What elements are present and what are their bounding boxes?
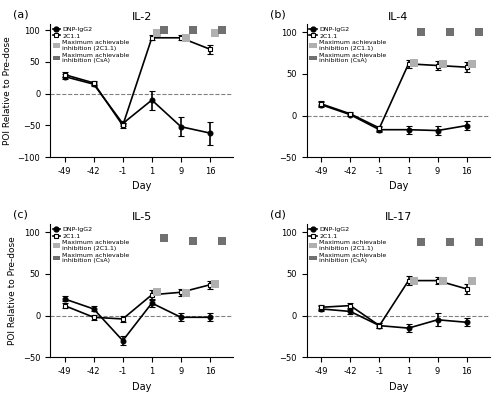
X-axis label: Day: Day: [388, 382, 408, 391]
Legend: DNP-IgG2, 2C1.1, Maximum achievable
inhibition (2C1.1), Maximum achievable
inhib: DNP-IgG2, 2C1.1, Maximum achievable inhi…: [308, 226, 387, 264]
Title: IL-17: IL-17: [384, 212, 412, 222]
Point: [189, 27, 197, 33]
Text: (a): (a): [14, 10, 29, 20]
Point: [439, 61, 447, 67]
Legend: DNP-IgG2, 2C1.1, Maximum achievable
inhibition (2C1.1), Maximum achievable
inhib: DNP-IgG2, 2C1.1, Maximum achievable inhi…: [52, 226, 130, 264]
Point: [182, 35, 190, 41]
X-axis label: Day: Day: [132, 181, 152, 191]
Y-axis label: POI Relative to Pre-dose: POI Relative to Pre-dose: [3, 36, 12, 145]
Point: [468, 278, 476, 284]
Legend: DNP-IgG2, 2C1.1, Maximum achievable
inhibition (2C1.1), Maximum achievable
inhib: DNP-IgG2, 2C1.1, Maximum achievable inhi…: [52, 26, 130, 64]
Point: [475, 29, 483, 35]
Point: [212, 30, 220, 37]
Text: (c): (c): [14, 210, 28, 220]
Point: [218, 27, 226, 33]
Point: [212, 281, 220, 287]
X-axis label: Day: Day: [388, 181, 408, 191]
X-axis label: Day: Day: [132, 382, 152, 391]
Point: [410, 60, 418, 66]
Point: [416, 239, 424, 245]
Point: [475, 239, 483, 245]
Point: [439, 278, 447, 284]
Text: (d): (d): [270, 210, 286, 220]
Text: (b): (b): [270, 10, 286, 20]
Title: IL-2: IL-2: [132, 12, 152, 22]
Y-axis label: POI Relative to Pre-dose: POI Relative to Pre-dose: [8, 236, 17, 345]
Point: [153, 289, 161, 295]
Point: [160, 27, 168, 33]
Point: [218, 237, 226, 244]
Legend: DNP-IgG2, 2C1.1, Maximum achievable
inhibition (2C1.1), Maximum achievable
inhib: DNP-IgG2, 2C1.1, Maximum achievable inhi…: [308, 26, 387, 64]
Point: [446, 29, 454, 35]
Point: [153, 30, 161, 37]
Point: [410, 278, 418, 284]
Point: [416, 29, 424, 35]
Point: [468, 61, 476, 67]
Point: [182, 290, 190, 296]
Point: [160, 235, 168, 241]
Point: [189, 237, 197, 244]
Point: [446, 239, 454, 245]
Title: IL-5: IL-5: [132, 212, 152, 222]
Title: IL-4: IL-4: [388, 12, 408, 22]
